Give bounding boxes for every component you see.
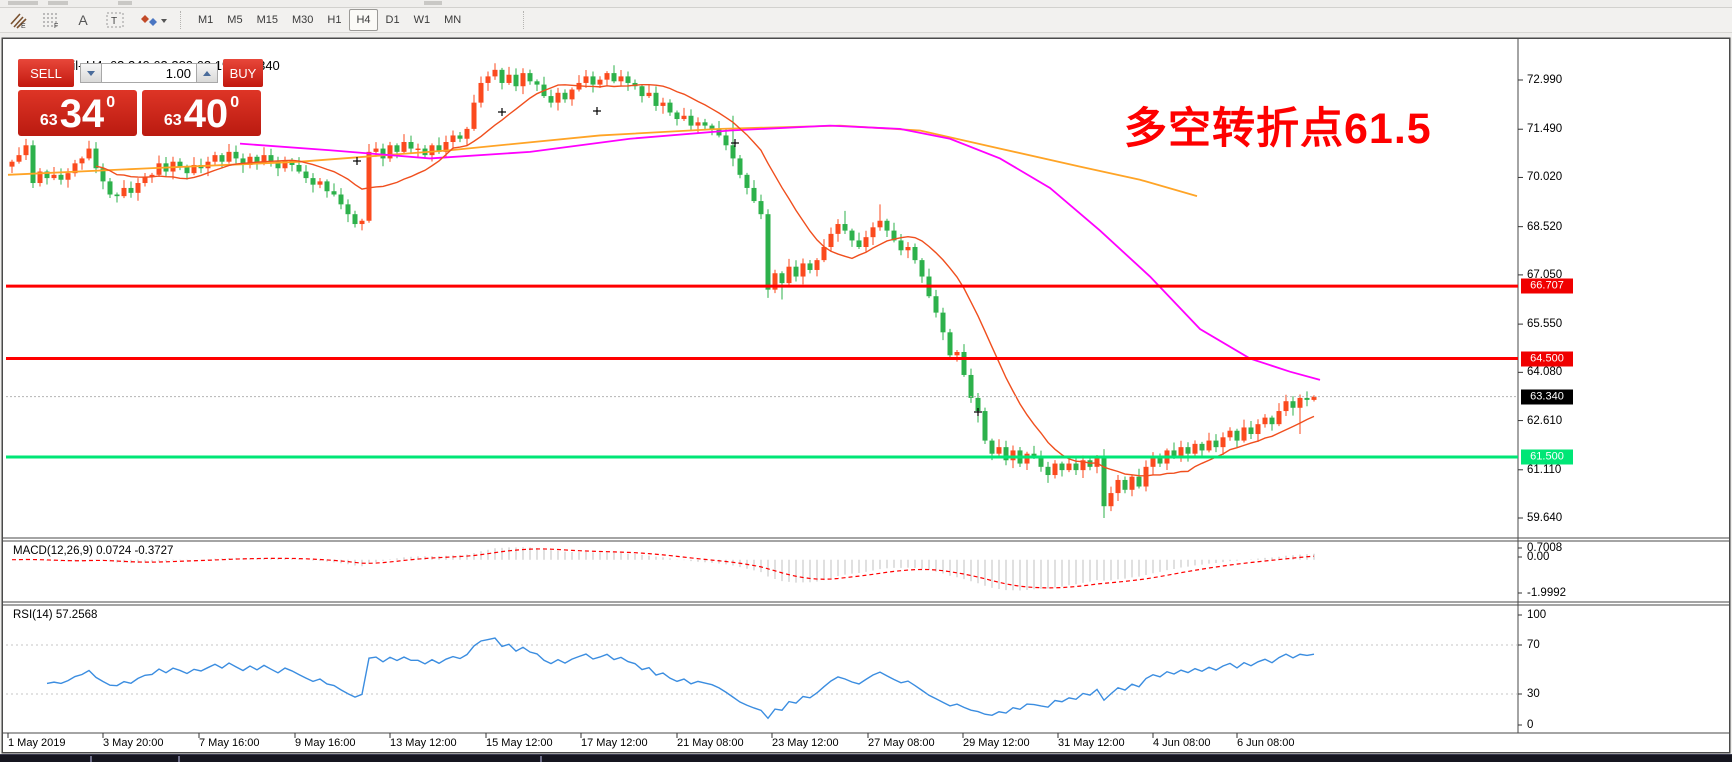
tab-timeframe-m5[interactable]: M5	[227, 14, 243, 26]
tab-timeframe-m15[interactable]: M15	[256, 14, 278, 26]
time-axis-label: 1 May 2019	[8, 737, 66, 749]
buy-price-quote[interactable]: 63 40 0	[142, 90, 261, 136]
sliver-fragment	[8, 1, 38, 5]
chevron-down-icon	[87, 70, 95, 76]
macd-axis-label: 0.7008	[1527, 542, 1563, 554]
fibonacci-icon[interactable]: F	[38, 10, 64, 30]
tab-timeframe-w1[interactable]: W1	[413, 14, 431, 26]
sliver-fragment	[424, 1, 442, 5]
buy-price-small: 63	[163, 112, 182, 129]
price-axis-label: 72.990	[1527, 74, 1563, 86]
price-axis-label: 59.640	[1527, 512, 1563, 524]
sliver-fragment	[118, 1, 132, 5]
macd-axis-label: -1.9992	[1527, 587, 1567, 599]
macd-indicator-label: MACD(12,26,9) 0.0724 -0.3727	[13, 545, 174, 557]
drawing-toolbar: E F A T M1 M5 M15 M30 H1 H4 D1 W1 MN	[0, 8, 1732, 33]
tab-timeframe-mn[interactable]: MN	[444, 14, 462, 26]
price-axis-label: 65.550	[1527, 318, 1563, 331]
sell-price-big: 34	[59, 92, 105, 137]
price-axis-label: 67.050	[1527, 268, 1563, 281]
rsi-axis-label: 100	[1527, 609, 1547, 621]
price-axis-label: 71.490	[1527, 123, 1563, 136]
time-axis-label: 13 May 12:00	[390, 737, 457, 749]
time-axis-label: 9 May 16:00	[295, 737, 356, 749]
time-axis-label: 23 May 12:00	[772, 737, 839, 749]
tab-timeframe-m30[interactable]: M30	[291, 14, 314, 26]
equidistant-channel-icon[interactable]: E	[6, 10, 32, 30]
window-divider-mark	[90, 756, 92, 762]
time-axis-label: 7 May 16:00	[199, 737, 260, 749]
price-axis-label: 64.080	[1527, 366, 1563, 379]
macd-axis-label: 0.00	[1527, 551, 1550, 563]
rsi-axis-label: 70	[1527, 639, 1540, 651]
one-click-trade-panel: SELL BUY 63 34 0 63 40 0	[18, 59, 264, 136]
time-axis-label: 15 May 12:00	[486, 737, 553, 749]
volume-increase-button[interactable]	[196, 63, 218, 83]
time-axis-label: 29 May 12:00	[963, 737, 1030, 749]
level-price-tag: 66.707	[1521, 278, 1573, 294]
chevron-up-icon	[203, 70, 211, 76]
time-axis-label: 3 May 20:00	[103, 737, 164, 749]
sell-price-sup: 0	[106, 94, 116, 111]
sell-button[interactable]: SELL	[18, 59, 74, 87]
arrows-icon[interactable]	[134, 10, 172, 30]
sell-price-quote[interactable]: 63 34 0	[18, 90, 137, 136]
sell-price-small: 63	[39, 112, 58, 129]
buy-price-sup: 0	[230, 94, 240, 111]
price-axis-label: 70.020	[1527, 171, 1563, 184]
tab-timeframe-d1[interactable]: D1	[385, 14, 400, 26]
time-axis-label: 21 May 08:00	[677, 737, 744, 749]
sliver-fragment	[48, 1, 68, 5]
price-axis-label: 68.520	[1527, 220, 1563, 233]
time-axis-label: 31 May 12:00	[1058, 737, 1125, 749]
svg-text:F: F	[54, 23, 58, 29]
volume-decrease-button[interactable]	[80, 63, 102, 83]
time-axis-label: 27 May 08:00	[868, 737, 935, 749]
price-axis-label: 61.110	[1527, 463, 1562, 476]
rsi-axis-label: 0	[1527, 719, 1534, 731]
text-icon[interactable]: T	[102, 10, 128, 30]
tab-timeframe-m1[interactable]: M1	[198, 14, 214, 26]
time-axis-label: 6 Jun 08:00	[1237, 737, 1295, 749]
text-label-icon[interactable]: A	[78, 12, 88, 28]
rsi-indicator-label: RSI(14) 57.2568	[13, 609, 98, 621]
bottom-window-edge	[0, 754, 1732, 762]
buy-price-big: 40	[183, 92, 229, 137]
tab-timeframe-h4[interactable]: H4	[349, 9, 378, 31]
level-price-tag: 64.500	[1521, 351, 1573, 367]
price-axis-label: 62.610	[1527, 414, 1563, 427]
buy-button[interactable]: BUY	[223, 59, 263, 87]
time-axis-label: 4 Jun 08:00	[1153, 737, 1211, 749]
toolbar-separator	[180, 11, 182, 29]
window-divider-mark	[178, 756, 180, 762]
level-price-tag: 61.500	[1521, 449, 1573, 465]
volume-input[interactable]	[102, 63, 196, 83]
current-price-tag: 63.340	[1521, 389, 1573, 405]
chart-annotation-text: 多空转折点61.5	[1124, 105, 1432, 153]
svg-text:T: T	[111, 16, 117, 27]
tab-timeframe-h1[interactable]: H1	[327, 14, 342, 26]
svg-text:E: E	[21, 23, 26, 29]
rsi-axis-label: 30	[1527, 688, 1540, 700]
toolbar-separator	[523, 11, 525, 29]
upper-toolbar-sliver	[0, 0, 1732, 8]
window-divider-mark	[540, 756, 542, 762]
time-axis-label: 17 May 12:00	[581, 737, 648, 749]
